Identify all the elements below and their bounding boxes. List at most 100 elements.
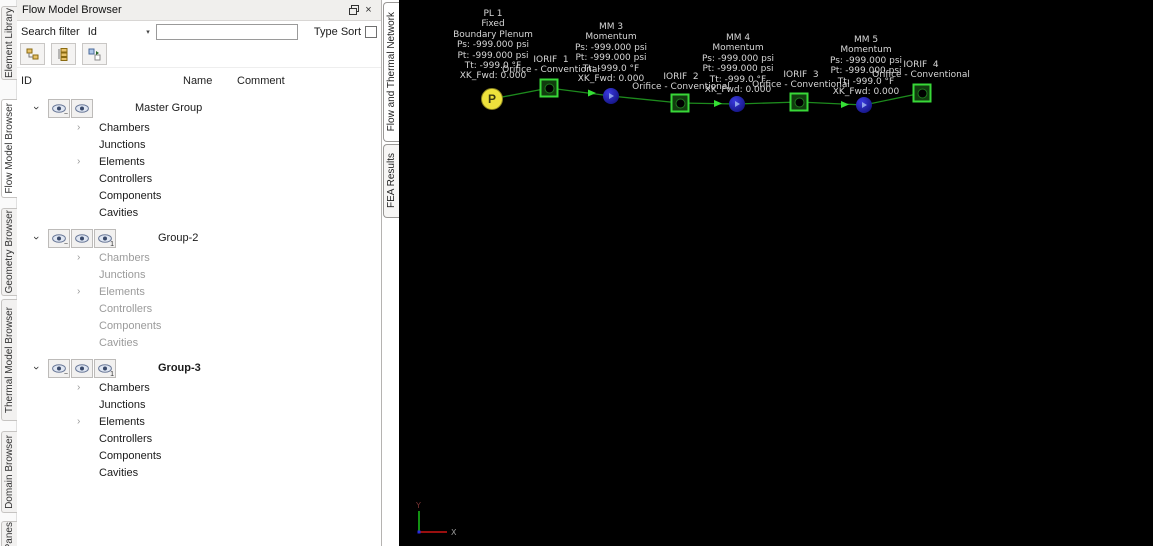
tree-item-chambers[interactable]: › Chambers [77, 381, 150, 394]
tab-fea-results[interactable]: FEA Results [383, 144, 399, 218]
search-filter-label: Search filter [21, 25, 80, 38]
tree-item-chambers[interactable]: › Chambers [77, 121, 150, 134]
tree-item-components[interactable]: Components [99, 189, 162, 202]
momentum-node-MM4[interactable] [729, 96, 745, 112]
axis-triad-icon: Y X [415, 501, 457, 537]
tab-flow-model-browser[interactable]: Flow Model Browser [1, 99, 17, 198]
visibility-eye-one-button[interactable]: 1 [94, 228, 116, 248]
tree-item-junctions[interactable]: Junctions [99, 268, 146, 281]
flow-arrow-icon [588, 89, 596, 97]
tree-item-elements[interactable]: › Elements [77, 285, 145, 298]
axis-y-label: Y [415, 501, 421, 510]
tab-domain-browser[interactable]: Domain Browser [1, 431, 17, 513]
expand-tree-button[interactable] [20, 43, 45, 65]
network-canvas[interactable]: Y X P PL 1 Fixed Boundary Plenum Ps: -999.0… [399, 0, 1153, 546]
type-sort-group: Type Sort [313, 25, 377, 38]
eye-icon [98, 233, 112, 243]
tree-group-master[interactable]: › − Master Group [17, 97, 381, 119]
type-sort-checkbox[interactable] [365, 25, 377, 38]
visibility-eye-button[interactable] [71, 228, 93, 248]
close-icon[interactable]: × [365, 4, 372, 16]
visibility-eye-one-button[interactable]: 1 [94, 358, 116, 378]
tree-item-elements[interactable]: › Elements [77, 155, 145, 168]
float-window-icon[interactable] [346, 3, 361, 17]
tree-item-components[interactable]: Components [99, 449, 162, 462]
orifice-element-IORIF1[interactable] [539, 78, 559, 98]
visibility-eye-minus-button[interactable]: − [48, 228, 70, 248]
chevron-right-icon[interactable]: › [77, 382, 81, 393]
tree-item-junctions[interactable]: Junctions [99, 398, 146, 411]
chevron-down-icon[interactable]: › [29, 106, 42, 110]
column-comment[interactable]: Comment [237, 74, 285, 87]
panel-title: Flow Model Browser [22, 4, 122, 16]
eye-icon [75, 103, 89, 113]
search-field-dropdown[interactable]: Id ▾ [88, 26, 156, 38]
eye-icon [98, 363, 112, 373]
momentum-icon [608, 93, 614, 99]
chevron-right-icon[interactable]: › [77, 416, 81, 427]
tree-item-cavities[interactable]: Cavities [99, 206, 139, 219]
tab-panes[interactable]: Panes [1, 521, 17, 546]
eye-icon [52, 233, 66, 243]
flow-model-browser-panel: Flow Model Browser × Search filter Id ▾ … [17, 0, 382, 546]
search-filter-input[interactable] [155, 23, 298, 40]
momentum-icon [861, 102, 867, 108]
tab-flow-and-thermal-network[interactable]: Flow and Thermal Network [383, 2, 399, 142]
chevron-down-icon[interactable]: › [29, 366, 42, 370]
momentum-node-MM5[interactable] [856, 97, 872, 113]
node-label-IORIF3: IORIF 3 Orifice - Conventional [752, 70, 850, 91]
visibility-eye-button[interactable] [71, 358, 93, 378]
tab-thermal-model-browser[interactable]: Thermal Model Browser [1, 299, 17, 421]
view-tab-strip: Flow and Thermal Network FEA Results [383, 0, 399, 546]
plenum-node-PL1[interactable]: P [481, 88, 503, 110]
type-sort-label: Type Sort [313, 25, 361, 38]
momentum-node-MM3[interactable] [603, 88, 619, 104]
expand-tree-icon [26, 48, 38, 59]
visibility-eye-minus-button[interactable]: − [48, 98, 70, 118]
tree-toolbar [17, 41, 381, 68]
tree-item-controllers[interactable]: Controllers [99, 172, 153, 185]
orifice-icon [544, 83, 554, 93]
collapse-tree-button[interactable] [51, 43, 76, 65]
chevron-right-icon[interactable]: › [77, 252, 81, 263]
column-name[interactable]: Name [183, 74, 213, 87]
orifice-element-IORIF4[interactable] [912, 83, 932, 103]
tree-group-2[interactable]: › − 1 Group-2 [17, 227, 381, 249]
chevron-down-icon[interactable]: › [29, 236, 42, 240]
group-label[interactable]: Master Group [135, 102, 203, 114]
orifice-icon [675, 98, 685, 108]
chevron-right-icon[interactable]: › [77, 156, 81, 167]
tab-element-library[interactable]: Element Library [1, 6, 17, 80]
tab-geometry-browser[interactable]: Geometry Browser [1, 208, 17, 296]
sync-selection-button[interactable] [82, 43, 107, 65]
node-label-MM3: MM 3 Momentum Ps: -999.000 psi Pt: -999.000… [574, 22, 648, 85]
tree-item-cavities[interactable]: Cavities [99, 466, 139, 479]
left-tab-strip: Element Library Flow Model Browser Geome… [0, 0, 17, 546]
tree-item-junctions[interactable]: Junctions [99, 138, 146, 151]
chevron-right-icon[interactable]: › [77, 122, 81, 133]
tree-item-components[interactable]: Components [99, 319, 162, 332]
node-label-MM4: MM 4 Momentum Ps: -999.000 psi Pt: -999.000… [701, 33, 775, 96]
tree-column-header: ID Name Comment [17, 70, 381, 91]
momentum-icon [734, 101, 740, 107]
column-id[interactable]: ID [21, 74, 32, 87]
axis-x-label: X [451, 528, 457, 537]
tree-item-cavities[interactable]: Cavities [99, 336, 139, 349]
tree-group-3[interactable]: › − 1 Group-3 [17, 357, 381, 379]
tree-item-chambers[interactable]: › Chambers [77, 251, 150, 264]
group-label[interactable]: Group-3 [158, 362, 201, 374]
tree-item-controllers[interactable]: Controllers [99, 302, 153, 315]
eye-icon [75, 363, 89, 373]
orifice-element-IORIF3[interactable] [789, 92, 809, 112]
search-filter-row: Search filter Id ▾ Type Sort [17, 21, 381, 41]
group-label[interactable]: Group-2 [158, 232, 199, 244]
visibility-eye-minus-button[interactable]: − [48, 358, 70, 378]
eye-icon [52, 103, 66, 113]
chevron-right-icon[interactable]: › [77, 286, 81, 297]
visibility-eye-button[interactable] [71, 98, 93, 118]
eye-icon [75, 233, 89, 243]
tree-item-controllers[interactable]: Controllers [99, 432, 153, 445]
tree-item-elements[interactable]: › Elements [77, 415, 145, 428]
flow-arrow-icon [841, 101, 849, 108]
orifice-element-IORIF2[interactable] [670, 93, 690, 113]
